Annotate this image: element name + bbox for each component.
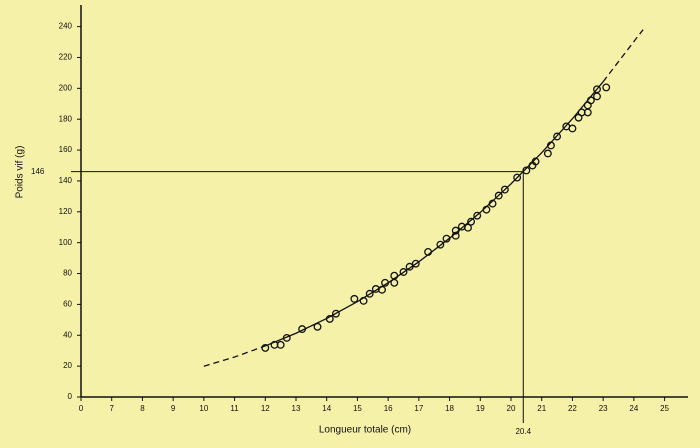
data-point [467, 217, 476, 226]
y-tick-label: 120 [59, 207, 73, 216]
y-tick-label: 160 [59, 145, 73, 154]
x-tick-label: 23 [599, 404, 608, 413]
y-tick-label: 0 [68, 392, 73, 401]
data-point [553, 132, 562, 141]
y-tick-label: 20 [63, 361, 72, 370]
x-tick-label: 15 [353, 404, 362, 413]
data-point [593, 85, 601, 94]
data-point [568, 124, 577, 133]
data-point [399, 268, 408, 276]
y-axis-title: Poids vif (g) [15, 146, 26, 199]
y-tick-label: 220 [59, 53, 73, 62]
x-tick-label: 13 [292, 404, 301, 413]
y-tick-label: 40 [63, 330, 72, 339]
x-tick-label: 8 [140, 404, 145, 413]
data-point [436, 240, 445, 249]
y-tick-label: 240 [59, 22, 73, 31]
y-tick-label: 140 [59, 176, 73, 185]
x-tick-label: 7 [109, 404, 114, 413]
data-point [350, 294, 359, 303]
x-tick-label: 0 [79, 404, 84, 413]
y-tick-label: 80 [63, 269, 72, 278]
data-point [411, 259, 420, 268]
reference-label-x: 20.4 [515, 427, 531, 436]
data-point [543, 149, 552, 158]
y-tick-label: 100 [59, 238, 73, 247]
data-point [602, 83, 611, 92]
y-tick-label: 200 [59, 83, 73, 92]
data-point [365, 289, 374, 298]
x-tick-label: 20 [507, 404, 516, 413]
data-point [261, 343, 270, 352]
data-point [405, 262, 414, 271]
reference-label-y: 146 [31, 167, 45, 176]
data-point [513, 173, 522, 182]
x-tick-label: 19 [476, 404, 485, 413]
data-point [522, 166, 531, 175]
data-point [473, 211, 482, 220]
data-point [464, 223, 472, 232]
fit-curve [203, 345, 266, 367]
x-tick-label: 21 [537, 404, 546, 413]
y-tick-label: 180 [59, 114, 73, 123]
fit-curve [265, 81, 604, 347]
data-point [390, 278, 399, 287]
x-tick-label: 12 [261, 404, 270, 413]
data-point [494, 191, 503, 200]
x-tick-label: 9 [171, 404, 176, 413]
x-tick-label: 25 [660, 404, 669, 413]
x-tick-label: 10 [199, 404, 208, 413]
x-tick-label: 11 [230, 404, 239, 413]
y-tick-label: 60 [63, 300, 72, 309]
x-tick-label: 22 [568, 404, 577, 413]
data-point [276, 340, 285, 349]
data-point [583, 108, 592, 117]
data-point [331, 309, 340, 318]
x-tick-label: 17 [414, 404, 423, 413]
x-tick-label: 24 [629, 404, 638, 413]
x-tick-label: 18 [445, 404, 454, 413]
x-tick-label: 14 [322, 404, 331, 413]
data-point [500, 185, 509, 194]
x-axis-title: Longueur totale (cm) [319, 425, 411, 436]
x-tick-label: 16 [384, 404, 393, 413]
fit-curve [602, 29, 644, 83]
